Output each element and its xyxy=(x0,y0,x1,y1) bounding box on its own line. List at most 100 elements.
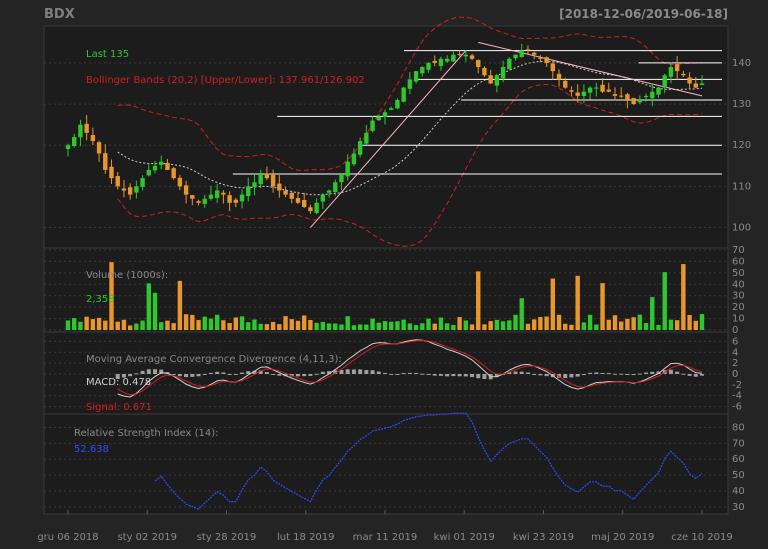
macd-histogram-bar xyxy=(121,374,126,378)
volume-label: Volume (1000s): xyxy=(86,270,168,281)
volume-bar xyxy=(165,320,170,330)
macd-histogram-bar xyxy=(208,372,213,374)
volume-bar xyxy=(121,319,127,330)
macd-histogram-bar xyxy=(215,371,220,374)
candle-body xyxy=(326,190,332,193)
volume-bar xyxy=(270,321,276,330)
volume-bar xyxy=(438,317,444,330)
candle-body xyxy=(72,137,77,147)
volume-bar xyxy=(382,320,388,330)
macd-histogram-bar xyxy=(414,372,419,374)
macd-histogram-bar xyxy=(581,374,586,375)
candle-body xyxy=(438,58,444,67)
macd-histogram-bar xyxy=(482,374,487,380)
candle-body xyxy=(246,186,251,197)
candle-body xyxy=(550,63,556,72)
x-tick-label: sty 02 2019 xyxy=(117,532,177,543)
candle-body xyxy=(531,52,537,55)
candle-body xyxy=(382,112,388,118)
candle-body xyxy=(668,67,674,77)
x-tick-label: maj 20 2019 xyxy=(591,532,654,543)
candle-body xyxy=(457,54,462,56)
volume-tick-label: 10 xyxy=(732,314,745,325)
macd-histogram-bar xyxy=(327,371,332,374)
macd-histogram-bar xyxy=(171,374,176,375)
macd-line xyxy=(117,339,703,398)
volume-bar xyxy=(140,320,145,330)
volume-bar xyxy=(72,318,77,330)
volume-bar xyxy=(699,314,705,330)
macd-histogram-bar xyxy=(668,369,673,374)
volume-bar xyxy=(152,292,158,330)
volume-bar xyxy=(432,323,437,330)
candle-body xyxy=(96,142,102,154)
volume-bar xyxy=(103,320,108,330)
candle-body xyxy=(333,182,338,192)
candle-body xyxy=(444,58,450,62)
volume-bar xyxy=(525,323,531,330)
volume-bar xyxy=(84,316,89,330)
macd-histogram-bar xyxy=(606,373,611,375)
x-tick-label: cze 10 2019 xyxy=(671,532,732,543)
macd-tick-label: 6 xyxy=(732,336,738,347)
volume-bar xyxy=(395,321,400,330)
candle-body xyxy=(519,50,524,57)
volume-bar xyxy=(531,319,537,330)
candle-body xyxy=(90,135,96,142)
candle-body xyxy=(227,195,232,203)
candle-body xyxy=(165,162,170,170)
volume-bar xyxy=(500,321,506,330)
candle-body xyxy=(656,87,661,95)
candle-body xyxy=(643,95,649,98)
x-tick-label: mar 11 2019 xyxy=(353,532,418,543)
last-price-label: Last 135 xyxy=(86,49,129,60)
candle-body xyxy=(283,190,288,195)
candle-body xyxy=(183,185,189,195)
candle-body xyxy=(351,153,357,165)
rsi-tick-label: 50 xyxy=(732,470,745,481)
candle-body xyxy=(252,182,257,187)
macd-tick-label: -6 xyxy=(732,402,742,413)
macd-histogram-bar xyxy=(407,372,412,374)
candle-body xyxy=(451,54,456,62)
volume-bar xyxy=(221,320,226,330)
volume-bar xyxy=(295,320,301,330)
volume-bar xyxy=(333,323,338,330)
bollinger-lower-band xyxy=(117,83,703,247)
candle-body xyxy=(525,49,531,51)
volume-bar xyxy=(631,317,636,330)
macd-histogram-bar xyxy=(451,374,456,377)
volume-bar xyxy=(444,323,450,330)
macd-histogram-bar xyxy=(221,372,226,374)
macd-histogram-bar xyxy=(159,369,164,374)
macd-histogram-bar xyxy=(389,373,394,375)
candle-body xyxy=(258,174,263,185)
macd-histogram-bar xyxy=(544,374,549,377)
rsi-label: Relative Strength Index (14): xyxy=(74,428,219,439)
macd-histogram-bar xyxy=(650,371,655,374)
volume-bar xyxy=(681,264,686,330)
macd-histogram-bar xyxy=(538,374,543,376)
rsi-value-label: 52.638 xyxy=(74,444,109,455)
candle-body xyxy=(146,169,152,176)
macd-histogram-bar xyxy=(700,374,704,376)
candle-body xyxy=(357,141,363,155)
price-tick-label: 130 xyxy=(732,99,751,110)
macd-histogram-bar xyxy=(600,372,605,374)
macd-histogram-bar xyxy=(202,374,207,375)
price-tick-label: 100 xyxy=(732,223,751,234)
candle-body xyxy=(127,187,133,195)
candle-body xyxy=(687,77,692,84)
macd-histogram-bar xyxy=(258,370,263,374)
macd-histogram-bar xyxy=(333,370,338,374)
candle-body xyxy=(432,60,437,63)
x-tick-label: lut 18 2019 xyxy=(277,532,335,543)
macd-histogram-bar xyxy=(432,374,437,376)
volume-bar xyxy=(575,275,580,330)
macd-histogram-bar xyxy=(190,374,195,377)
volume-tick-label: 40 xyxy=(732,279,745,290)
volume-bar xyxy=(301,315,307,330)
volume-bar xyxy=(146,283,152,330)
volume-bar xyxy=(190,314,195,330)
